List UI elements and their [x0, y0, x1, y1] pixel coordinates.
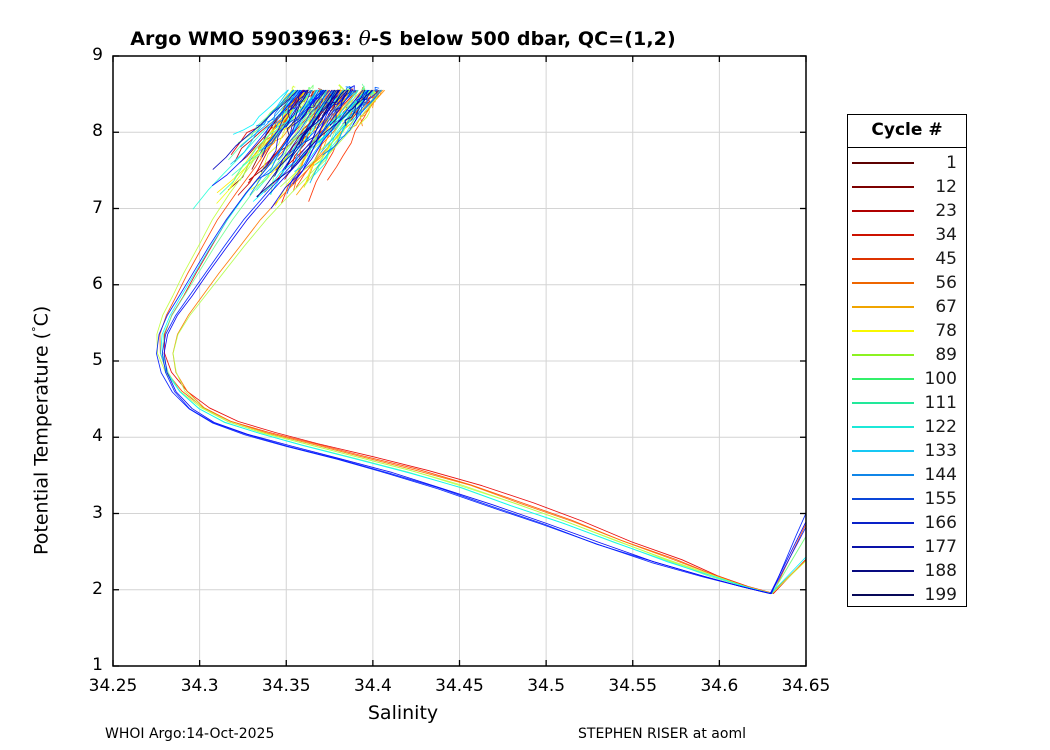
legend-color-swatch: [852, 306, 914, 308]
y-tick-label: 6: [92, 273, 103, 294]
legend-item[interactable]: 199: [848, 583, 966, 607]
x-tick-label: 34.45: [435, 676, 484, 696]
legend-item[interactable]: 188: [848, 559, 966, 583]
legend-item[interactable]: 56: [848, 271, 966, 295]
legend-color-swatch: [852, 402, 914, 404]
y-tick-label: 4: [92, 426, 103, 447]
legend-item[interactable]: 78: [848, 319, 966, 343]
legend-item[interactable]: 12: [848, 175, 966, 199]
legend-item-label: 166: [924, 512, 957, 533]
legend-item[interactable]: 177: [848, 535, 966, 559]
x-tick-label: 34.35: [261, 676, 311, 696]
legend-item-label: 67: [935, 296, 957, 317]
x-tick-label: 34.4: [353, 676, 392, 696]
legend-item[interactable]: 144: [848, 463, 966, 487]
legend-item-label: 122: [924, 416, 957, 437]
x-tick-label: 34.5: [527, 676, 566, 696]
y-axis-title-post: C): [30, 305, 53, 327]
legend-color-swatch: [852, 330, 914, 332]
legend-item-label: 144: [924, 464, 957, 485]
legend-item[interactable]: 100: [848, 367, 966, 391]
legend-item-label: 111: [924, 392, 957, 413]
legend-color-swatch: [852, 546, 914, 548]
y-tick-label: 3: [92, 502, 103, 523]
legend-item[interactable]: 133: [848, 439, 966, 463]
legend-item[interactable]: 67: [848, 295, 966, 319]
legend-color-swatch: [852, 186, 914, 188]
x-axis-title: Salinity: [367, 702, 439, 724]
legend-item-label: 45: [935, 248, 957, 269]
legend-item-label: 56: [935, 272, 957, 293]
title-prefix: Argo WMO 5903963:: [130, 28, 359, 50]
legend-item-label: 188: [924, 560, 957, 581]
y-tick-label: 1: [92, 655, 103, 675]
legend-color-swatch: [852, 258, 914, 260]
axis-ticks: [112, 55, 807, 667]
degree-symbol: °: [30, 326, 43, 332]
footer-credit-right: STEPHEN RISER at aoml: [578, 726, 746, 742]
legend-item-label: 177: [924, 536, 957, 557]
y-axis-title: Potential Temperature (°C): [30, 306, 52, 555]
legend-item-label: 1: [946, 152, 957, 173]
legend-color-swatch: [852, 378, 914, 380]
page-title: Argo WMO 5903963: θ-S below 500 dbar, QC…: [0, 26, 806, 50]
legend-item[interactable]: 45: [848, 247, 966, 271]
legend-item[interactable]: 34: [848, 223, 966, 247]
legend-color-swatch: [852, 234, 914, 236]
y-tick-label: 8: [92, 121, 103, 142]
x-tick-label: 34.6: [700, 676, 739, 696]
x-tick-label: 34.55: [608, 676, 658, 696]
legend-color-swatch: [852, 282, 914, 284]
y-tick-label: 5: [92, 350, 103, 370]
y-axis-title-pre: Potential Temperature (: [30, 331, 53, 555]
legend-box: Cycle # 1 12 23 34 45 56 67 78 89 100 111 122 133 144…: [847, 114, 967, 607]
legend-title: Cycle #: [848, 115, 966, 148]
y-tick-label: 7: [92, 197, 103, 218]
legend-color-swatch: [852, 594, 914, 596]
legend-item[interactable]: 166: [848, 511, 966, 535]
y-tick-label: 9: [92, 45, 103, 65]
legend-color-swatch: [852, 426, 914, 428]
grid-lines: [113, 56, 806, 666]
profile-curves: [156, 83, 806, 595]
legend-item[interactable]: 111: [848, 391, 966, 415]
legend-color-swatch: [852, 498, 914, 500]
legend-color-swatch: [852, 522, 914, 524]
legend-item[interactable]: 1: [848, 151, 966, 175]
legend-color-swatch: [852, 474, 914, 476]
x-tick-label: 34.65: [781, 676, 831, 696]
legend-item-label: 89: [935, 344, 957, 365]
legend-item-label: 34: [935, 224, 957, 245]
legend-color-swatch: [852, 210, 914, 212]
x-tick-label: 34.3: [180, 676, 219, 696]
x-tick-label: 34.25: [88, 676, 138, 696]
legend-color-swatch: [852, 570, 914, 572]
legend-item-list: 1 12 23 34 45 56 67 78 89 100 111 122 133 144 155 166 17…: [848, 148, 966, 607]
theta-symbol: θ: [358, 26, 371, 50]
footer-credit-left: WHOI Argo:14-Oct-2025: [105, 726, 275, 742]
legend-color-swatch: [852, 354, 914, 356]
legend-item[interactable]: 89: [848, 343, 966, 367]
legend-item-label: 23: [935, 200, 957, 221]
y-tick-label: 2: [92, 578, 103, 599]
legend-item-label: 100: [924, 368, 957, 389]
legend-item[interactable]: 155: [848, 487, 966, 511]
legend-item[interactable]: 122: [848, 415, 966, 439]
legend-item-label: 78: [935, 320, 957, 341]
legend-item-label: 12: [935, 176, 957, 197]
legend-color-swatch: [852, 162, 914, 164]
legend-color-swatch: [852, 450, 914, 452]
legend-item-label: 199: [924, 584, 957, 605]
legend-item-label: 155: [924, 488, 957, 509]
legend-item[interactable]: 23: [848, 199, 966, 223]
title-suffix: -S below 500 dbar, QC=(1,2): [370, 28, 676, 50]
legend-item-label: 133: [924, 440, 957, 461]
